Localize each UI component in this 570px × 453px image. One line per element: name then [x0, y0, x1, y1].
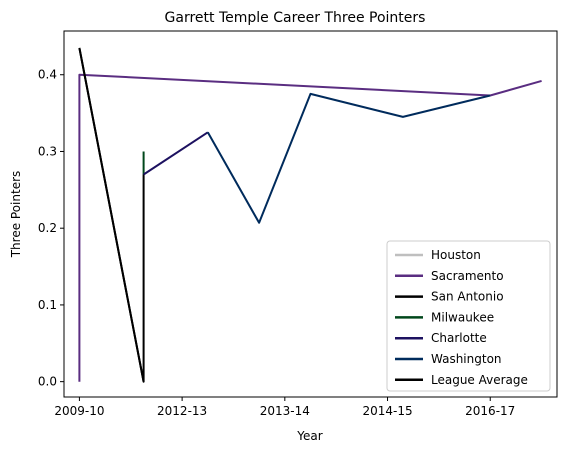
y-tick-label: 0.1: [38, 298, 57, 312]
legend-label: San Antonio: [431, 290, 504, 304]
y-tick-label: 0.4: [38, 68, 57, 82]
x-tick-label: 2016-17: [465, 404, 515, 418]
legend-label: Milwaukee: [431, 310, 494, 324]
legend-label: Houston: [431, 248, 481, 262]
legend-label: League Average: [431, 373, 528, 387]
y-tick-label: 0.3: [38, 144, 57, 158]
x-axis-label: Year: [296, 429, 322, 443]
x-tick-label: 2012-13: [157, 404, 207, 418]
x-tick-label: 2009-10: [54, 404, 104, 418]
y-axis-label: Three Pointers: [9, 171, 23, 259]
y-tick-label: 0.2: [38, 221, 57, 235]
x-tick-label: 2014-15: [362, 404, 412, 418]
chart-title: Garrett Temple Career Three Pointers: [165, 10, 426, 26]
y-tick-label: 0.0: [38, 375, 57, 389]
legend-label: Washington: [431, 352, 502, 366]
x-axis-ticks: 2009-10 2012-13 2013-14 2014-15 2016-17: [54, 397, 515, 418]
x-tick-label: 2013-14: [260, 404, 310, 418]
y-axis-ticks: 0.0 0.1 0.2 0.3 0.4: [38, 68, 64, 389]
legend: Houston Sacramento San Antonio Milwaukee Cha…: [387, 241, 550, 391]
legend-label: Sacramento: [431, 269, 504, 283]
legend-label: Charlotte: [431, 331, 487, 345]
